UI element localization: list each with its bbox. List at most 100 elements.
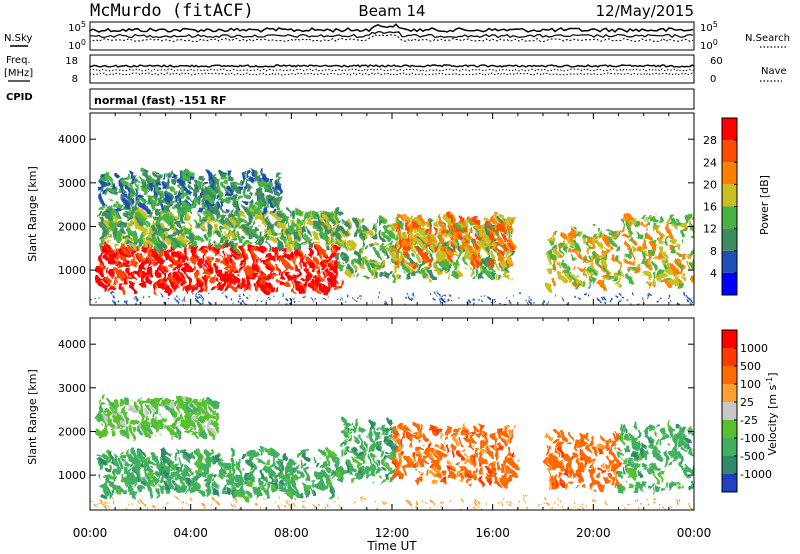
data-cell <box>620 226 625 232</box>
data-cell <box>177 198 181 204</box>
data-cell <box>630 237 634 243</box>
data-cell <box>162 424 165 432</box>
data-cell <box>361 257 365 264</box>
data-cell <box>174 472 177 481</box>
data-cell <box>173 280 179 286</box>
data-cell <box>192 252 196 257</box>
data-cell <box>434 216 437 224</box>
scatter-cell <box>291 503 293 506</box>
data-cell <box>614 266 618 273</box>
data-cell <box>353 470 358 476</box>
data-cell <box>165 170 169 174</box>
data-cell <box>271 225 276 231</box>
data-cell <box>392 254 395 260</box>
scatter-cell <box>312 299 314 302</box>
data-cell <box>207 217 211 225</box>
data-cell <box>348 448 352 455</box>
data-cell <box>188 196 191 202</box>
data-cell <box>562 240 565 244</box>
data-cell <box>609 476 614 483</box>
data-cell <box>325 274 328 280</box>
data-cell <box>309 221 314 229</box>
data-cell <box>283 227 288 235</box>
scatter-cell <box>655 503 658 506</box>
data-cell <box>287 222 291 229</box>
data-cell <box>271 478 275 483</box>
data-cell <box>277 180 282 186</box>
data-cell <box>483 245 489 251</box>
data-cell <box>295 270 299 278</box>
data-cell <box>437 426 440 431</box>
data-cell <box>213 489 216 496</box>
data-cell <box>257 257 260 265</box>
data-cell <box>122 177 125 184</box>
data-cell <box>378 479 382 484</box>
data-cell <box>365 256 368 263</box>
data-cell <box>99 400 103 406</box>
data-cell <box>139 462 144 467</box>
data-cell <box>187 411 190 420</box>
scatter-cell <box>627 301 630 304</box>
data-cell <box>193 183 198 191</box>
data-cell <box>437 242 440 248</box>
data-cell <box>357 256 360 263</box>
data-cell <box>428 220 433 228</box>
data-cell <box>369 460 373 468</box>
data-cell <box>486 224 491 232</box>
data-cell <box>449 274 452 282</box>
data-cell <box>239 218 242 226</box>
scatter-cell <box>451 299 453 302</box>
data-cell <box>234 251 238 257</box>
data-cell <box>622 250 627 255</box>
data-cell <box>323 261 327 265</box>
scatter-cell <box>604 501 606 504</box>
data-cell <box>143 246 147 254</box>
scatter-cell <box>445 295 447 298</box>
scatter-cell <box>324 506 327 509</box>
data-cell <box>366 264 372 272</box>
data-cell <box>332 216 335 221</box>
data-cell <box>140 195 144 200</box>
data-cell <box>162 171 165 180</box>
data-cell <box>179 179 184 185</box>
data-cell <box>170 213 173 222</box>
data-cell <box>330 211 334 217</box>
data-cell <box>673 278 678 286</box>
data-cell <box>182 244 187 252</box>
data-cell <box>220 225 223 233</box>
data-cell <box>253 216 257 220</box>
data-cell <box>468 253 472 260</box>
data-cell <box>158 230 161 236</box>
data-cell <box>366 465 370 471</box>
data-cell <box>277 238 281 245</box>
data-cell <box>424 266 429 273</box>
data-cell <box>429 245 432 249</box>
data-cell <box>149 480 152 486</box>
data-cell <box>141 211 145 219</box>
data-cell <box>416 266 419 270</box>
colorbar-segment <box>722 118 737 141</box>
data-cell <box>554 480 559 488</box>
data-cell <box>241 259 245 264</box>
scatter-cell <box>432 297 434 300</box>
data-cell <box>188 233 192 238</box>
data-cell <box>460 472 464 479</box>
data-cell <box>105 486 109 495</box>
data-cell <box>505 227 508 232</box>
data-cell <box>625 244 630 248</box>
data-cell <box>584 268 589 273</box>
scatter-cell <box>658 296 661 299</box>
colorbar-tick-label: 25 <box>740 396 754 409</box>
data-cell <box>601 436 607 441</box>
data-cell <box>187 176 192 183</box>
data-cell <box>321 222 324 230</box>
data-cell <box>663 282 666 286</box>
data-cell <box>658 266 663 275</box>
data-cell <box>483 440 487 446</box>
data-cell <box>682 240 686 245</box>
data-cell <box>294 238 298 245</box>
data-cell <box>559 441 564 447</box>
data-cell <box>644 452 650 459</box>
data-cell <box>648 254 652 262</box>
data-cell <box>550 480 556 488</box>
